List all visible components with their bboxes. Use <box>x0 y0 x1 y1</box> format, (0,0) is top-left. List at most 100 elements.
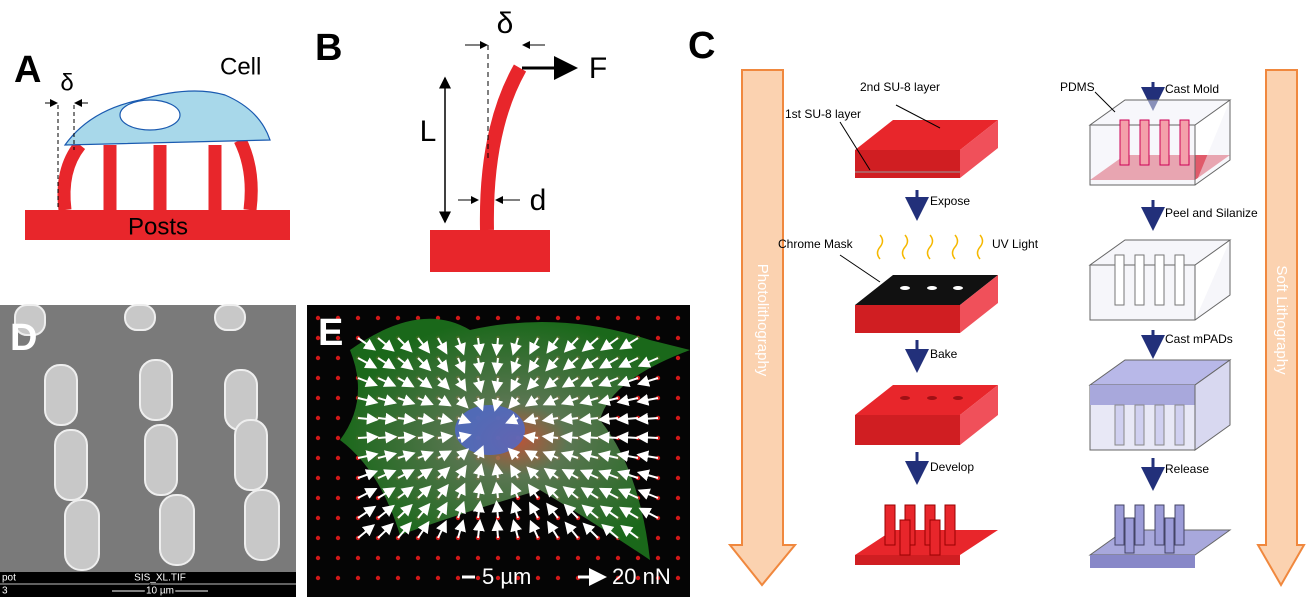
post-dot <box>376 316 380 320</box>
post-dot <box>536 576 540 580</box>
post-dot <box>316 536 320 540</box>
panel-a: A δ Cell Posts <box>14 49 290 240</box>
silanized-block <box>1090 240 1230 320</box>
post-dot <box>656 336 660 340</box>
post-dot <box>476 556 480 560</box>
post-dot <box>316 356 320 360</box>
force-arrow <box>638 418 658 419</box>
post-dot <box>396 576 400 580</box>
step-label: Peel and Silanize <box>1165 206 1258 220</box>
post-dot <box>676 316 680 320</box>
post-dot <box>676 396 680 400</box>
step-label: Release <box>1165 462 1209 476</box>
force-arrow <box>638 437 658 438</box>
post-dot <box>656 316 660 320</box>
scale-length: 5 µm <box>482 564 531 589</box>
force-label: F <box>589 52 607 85</box>
baked-block <box>855 385 998 445</box>
post-dot <box>336 416 340 420</box>
post-dot <box>676 516 680 520</box>
post-dot <box>376 576 380 580</box>
post-dot <box>336 576 340 580</box>
step-label: Expose <box>930 194 970 208</box>
post-dot <box>656 556 660 560</box>
post-dot <box>316 516 320 520</box>
process-label: Photolithography <box>754 264 771 377</box>
post-dot <box>336 396 340 400</box>
force-arrow <box>618 437 638 438</box>
figure: A δ Cell Posts B F δ L d C <box>0 0 1306 597</box>
su8-block <box>855 120 998 178</box>
post-dot <box>356 316 360 320</box>
post-dot <box>456 576 460 580</box>
posts-label: Posts <box>128 213 188 240</box>
step-label: Cast Mold <box>1165 82 1219 96</box>
panel-label: A <box>14 49 41 91</box>
length-label: L <box>420 115 437 148</box>
post-dot <box>676 456 680 460</box>
post-dot <box>416 556 420 560</box>
mpads-block <box>1090 360 1230 450</box>
post-dot <box>676 476 680 480</box>
panel-e: E 5 µm 20 nN <box>307 305 690 597</box>
post-dot <box>336 476 340 480</box>
scale-force: 20 nN <box>612 564 671 589</box>
scale-label: 10 µm <box>146 586 174 597</box>
post-dot <box>656 536 660 540</box>
panel-b: B F δ L d <box>315 7 607 272</box>
post-dot <box>316 476 320 480</box>
post-dot <box>316 436 320 440</box>
force-arrow <box>398 437 414 438</box>
post-dot <box>396 316 400 320</box>
post-dot <box>616 316 620 320</box>
force-arrow <box>581 437 598 438</box>
post-dot <box>416 576 420 580</box>
post-dot <box>676 436 680 440</box>
post-dot <box>316 496 320 500</box>
force-arrow <box>378 437 395 438</box>
post-dot <box>676 536 680 540</box>
post-dot <box>496 556 500 560</box>
step-label: Bake <box>930 347 958 361</box>
post-dot <box>556 316 560 320</box>
post-dot <box>556 576 560 580</box>
post-dot <box>676 336 680 340</box>
post-dot <box>676 356 680 360</box>
post-dot <box>496 316 500 320</box>
post-dot <box>456 316 460 320</box>
post-dot <box>536 556 540 560</box>
post-dot <box>316 576 320 580</box>
post-dot <box>336 556 340 560</box>
process-label: Soft Lithography <box>1273 265 1290 375</box>
post-dot <box>316 396 320 400</box>
step-label: Cast mPADs <box>1165 332 1233 346</box>
post-dot <box>396 556 400 560</box>
post-dot <box>336 436 340 440</box>
post-dot <box>336 516 340 520</box>
post-dot <box>336 456 340 460</box>
post-dot <box>596 556 600 560</box>
post-dot <box>336 496 340 500</box>
mask-block <box>855 235 998 333</box>
post-dot <box>616 556 620 560</box>
post-dot <box>476 316 480 320</box>
panel-label: D <box>10 317 37 359</box>
post-dot <box>316 556 320 560</box>
post-dot <box>476 576 480 580</box>
post-dot <box>536 316 540 320</box>
step-label: PDMS <box>1060 80 1095 94</box>
panel-label: B <box>315 27 342 69</box>
post-dot <box>436 576 440 580</box>
post-dot <box>356 576 360 580</box>
panel-label: E <box>318 312 343 354</box>
post-dot <box>676 496 680 500</box>
post-dot <box>516 556 520 560</box>
released-block <box>1090 505 1230 568</box>
post-dot <box>336 376 340 380</box>
force-arrow <box>358 437 377 438</box>
post-dot <box>676 416 680 420</box>
step-label: Chrome Mask <box>778 237 854 251</box>
diameter-label: d <box>530 184 547 217</box>
force-arrow <box>497 338 498 354</box>
force-arrow <box>497 521 498 538</box>
